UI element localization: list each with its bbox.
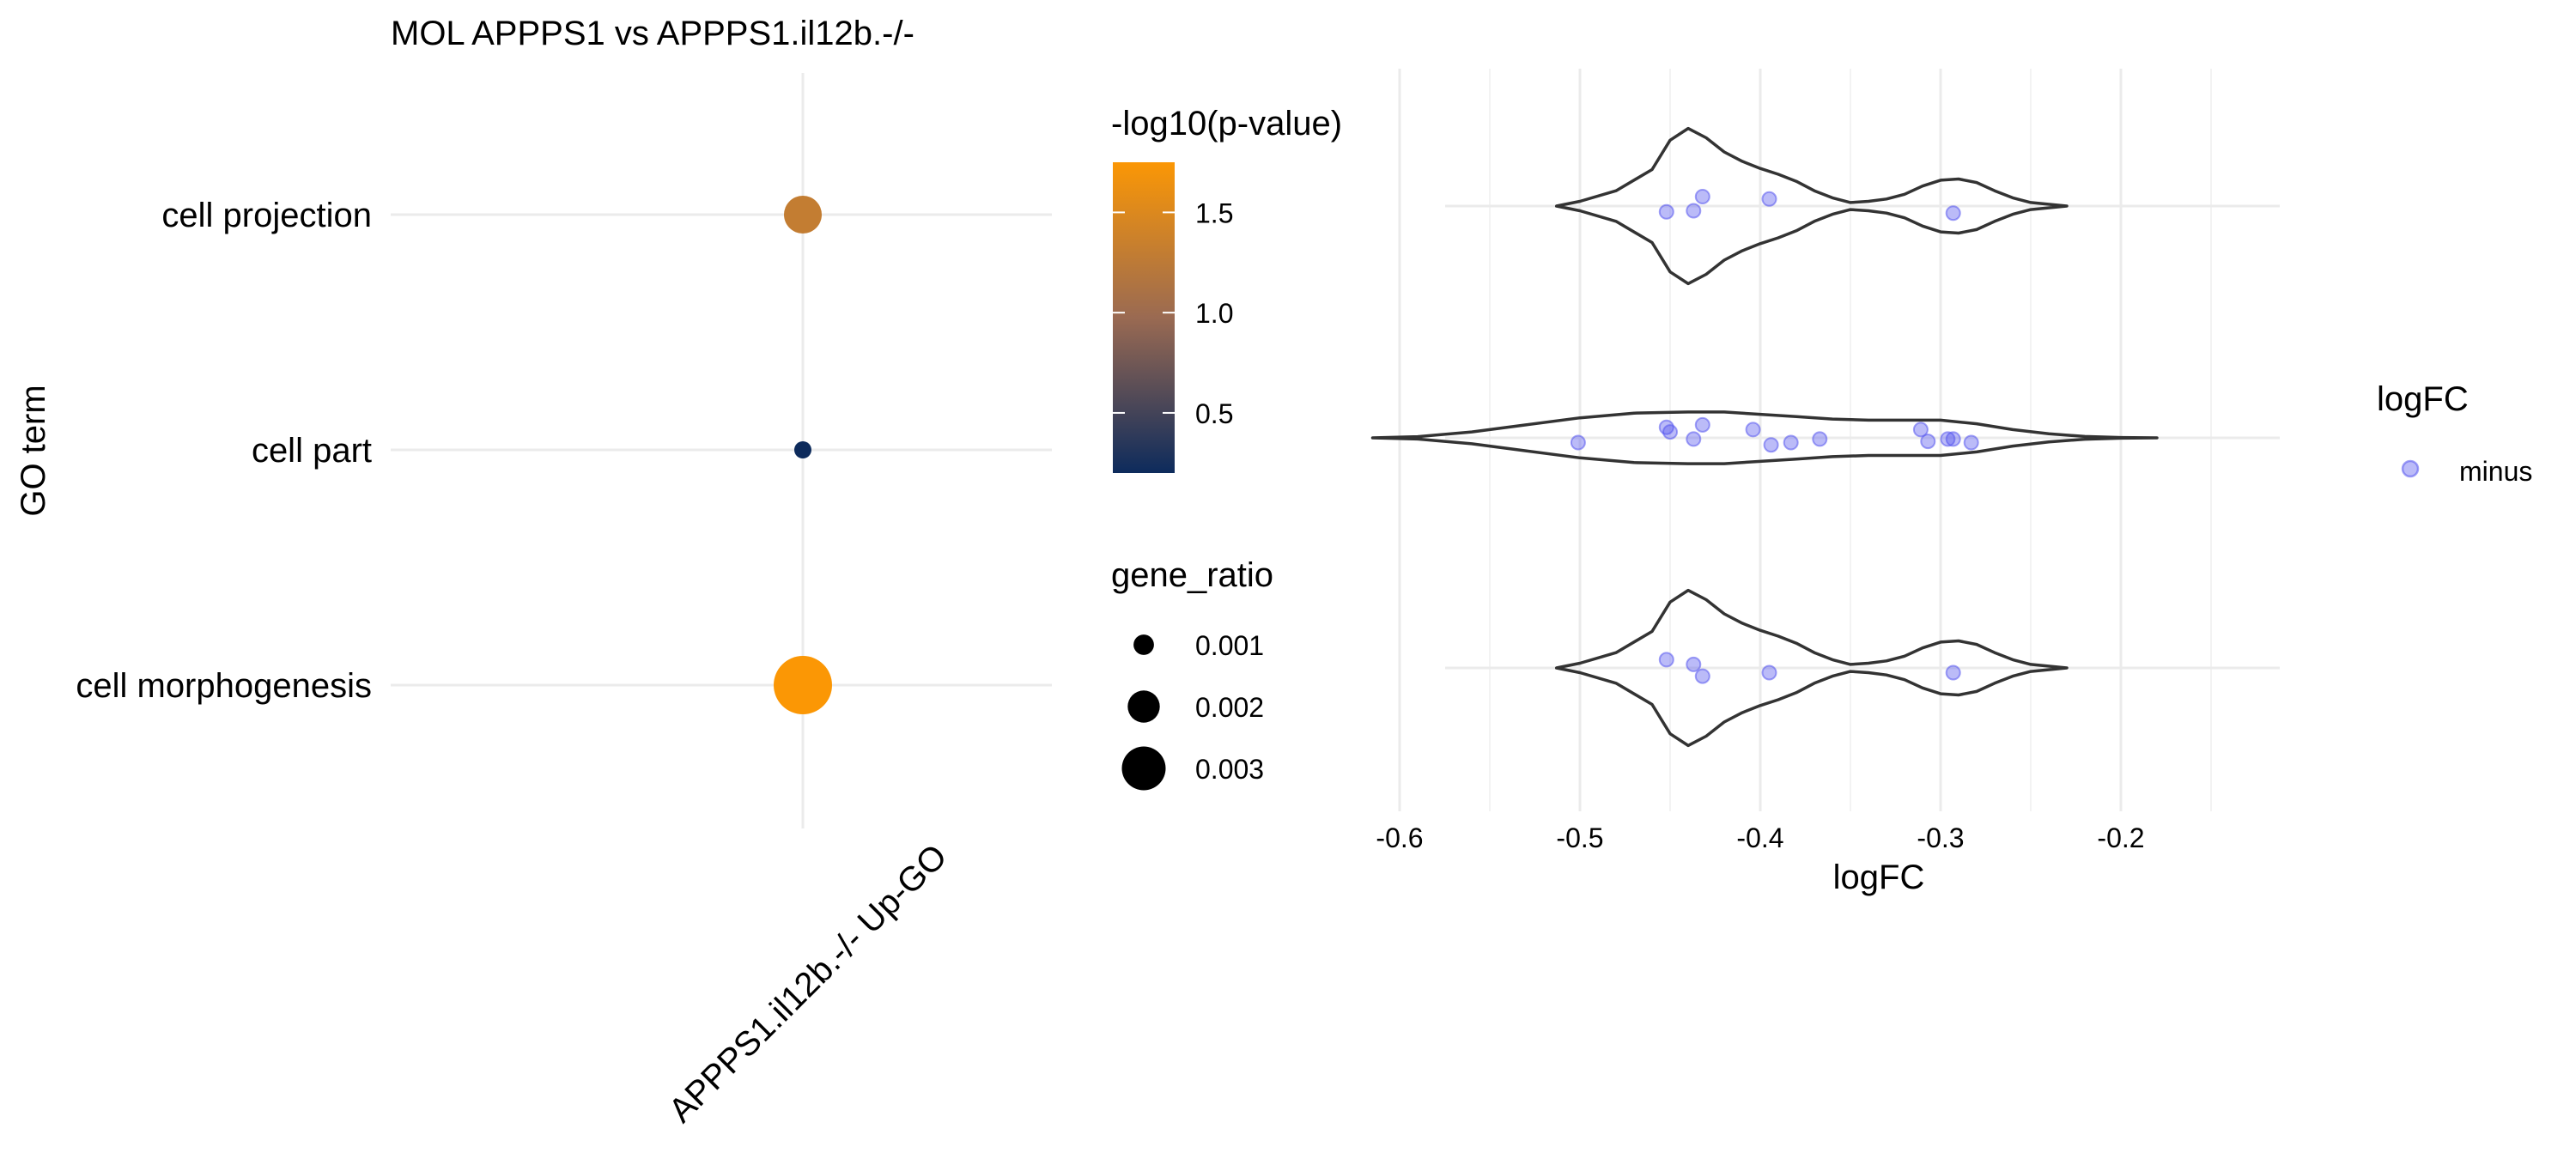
size-legend-key-circle: [1127, 690, 1160, 723]
violin-x-tick-label: -0.3: [1917, 822, 1964, 853]
violin-data-point: [1783, 434, 1799, 451]
violin-x-tick-label: -0.4: [1736, 822, 1783, 853]
violin-data-point: [1920, 434, 1936, 450]
violin-data-point: [1745, 422, 1761, 438]
violin-shape: [1554, 126, 2069, 286]
violin-data-point: [1812, 431, 1828, 447]
dot-plot-points: [774, 196, 832, 714]
violin-data-point: [1761, 664, 1777, 681]
size-legend-title: gene_ratio: [1111, 556, 1273, 594]
violin-x-tick-label: -0.5: [1556, 822, 1603, 853]
color-legend-bar: [1113, 162, 1175, 473]
logfc-legend: logFC minus: [2377, 380, 2532, 487]
violin-data-point: [1945, 664, 1961, 681]
violin-shapes: [1370, 126, 2159, 748]
dot-plot-point: [774, 656, 832, 714]
dot-plot-title: MOL APPPS1 vs APPPS1.il12b.-/-: [391, 15, 914, 52]
violin-x-tick-label: -0.6: [1376, 822, 1423, 853]
size-legend-label: 0.002: [1195, 692, 1264, 723]
size-legend-key-circle: [1121, 746, 1166, 791]
violin-plot-panel: -0.6 -0.5 -0.4 -0.3 -0.2 logFC: [1370, 69, 2280, 896]
size-legend-key-circle: [1133, 634, 1154, 655]
dot-plot-point: [794, 441, 811, 458]
dot-plot-y-tick-label: cell projection: [161, 197, 372, 234]
violin-data-point: [1686, 431, 1702, 447]
violin-data-point: [1694, 416, 1710, 433]
size-legend: gene_ratio 0.001 0.002 0.003: [1111, 556, 1273, 791]
color-legend-ticks: 0.5 1.0 1.5: [1113, 197, 1233, 429]
violin-data-point: [1763, 437, 1779, 453]
logfc-legend-title: logFC: [2377, 380, 2469, 418]
violin-x-tick-label: -0.2: [2097, 822, 2144, 853]
color-legend: -log10(p-value) 0.5 1.0 1.5: [1111, 105, 1342, 473]
violin-data-point: [1945, 431, 1961, 447]
dot-plot-y-tick-label: cell morphogenesis: [76, 667, 372, 705]
violin-data-point: [1658, 652, 1674, 668]
violin-data-point: [1761, 191, 1777, 207]
violin-data-point: [1694, 189, 1710, 204]
color-legend-tick-label: 1.5: [1195, 197, 1233, 228]
violin-shape: [1370, 410, 2159, 465]
violin-data-point: [1912, 422, 1929, 438]
violin-data-point: [1570, 434, 1586, 451]
size-legend-items: 0.001 0.002 0.003: [1121, 630, 1264, 791]
violin-data-point: [1940, 431, 1956, 447]
violin-data-point: [1945, 205, 1961, 221]
violin-points: [1570, 189, 1979, 684]
color-legend-tick-label: 1.0: [1195, 298, 1233, 329]
violin-data-point: [1658, 203, 1674, 220]
logfc-legend-key-point: [2401, 459, 2420, 478]
dot-plot-point: [784, 196, 822, 234]
violin-x-tick-labels: -0.6 -0.5 -0.4 -0.3 -0.2: [1376, 822, 2144, 853]
size-legend-label: 0.001: [1195, 630, 1264, 661]
color-legend-tick-label: 0.5: [1195, 398, 1233, 429]
violin-data-point: [1694, 668, 1710, 684]
logfc-legend-label: minus: [2459, 456, 2532, 487]
violin-x-axis-label: logFC: [1833, 859, 1925, 896]
dot-plot-y-tick-label: cell part: [252, 432, 372, 470]
violin-data-point: [1963, 434, 1979, 451]
dot-plot-y-axis-label: GO term: [15, 385, 52, 516]
violin-data-point: [1686, 203, 1702, 219]
violin-shape: [1554, 588, 2069, 748]
violin-data-point: [1686, 656, 1702, 672]
color-legend-title: -log10(p-value): [1111, 105, 1342, 143]
violin-data-point: [1662, 424, 1678, 440]
dot-plot-y-tick-labels: cell projection cell part cell morphogenes…: [76, 197, 372, 705]
size-legend-label: 0.003: [1195, 754, 1264, 785]
